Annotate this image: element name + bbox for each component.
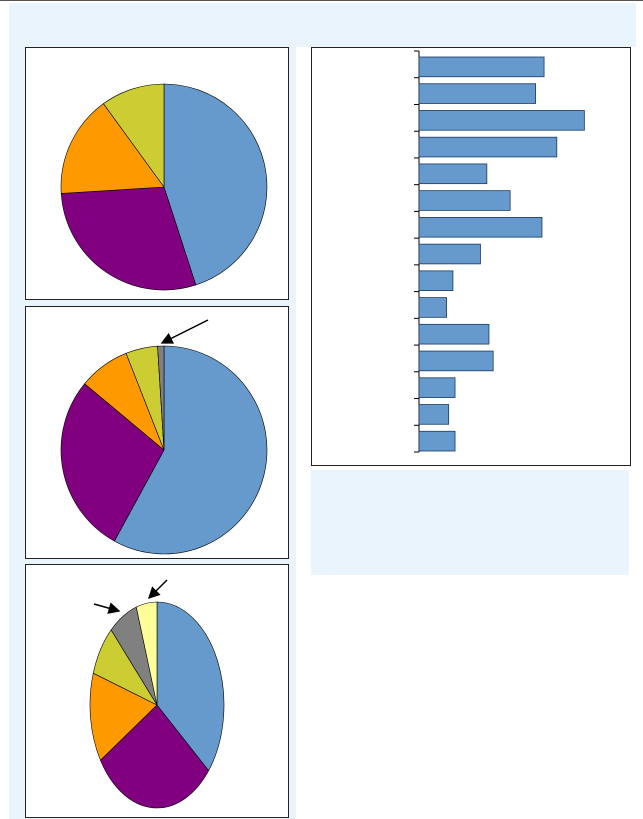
pie-slice bbox=[163, 83, 268, 286]
pie-slice bbox=[135, 601, 158, 706]
bar bbox=[418, 216, 543, 238]
bar bbox=[418, 270, 454, 292]
bar bbox=[418, 56, 545, 78]
pie-slice bbox=[100, 704, 209, 809]
bar bbox=[418, 350, 494, 372]
pie-slice bbox=[89, 672, 158, 761]
charts bbox=[60, 50, 585, 809]
bar bbox=[418, 163, 488, 185]
bar bbox=[418, 377, 456, 398]
bar bbox=[418, 110, 585, 131]
callout-arrow bbox=[147, 579, 168, 600]
pie-slice bbox=[103, 83, 165, 188]
bar bbox=[418, 136, 558, 158]
callout-arrow bbox=[160, 319, 209, 344]
pie-slice bbox=[60, 103, 165, 194]
note-box bbox=[311, 470, 629, 575]
bar bbox=[418, 404, 450, 425]
bar bbox=[418, 243, 481, 265]
pie-slice bbox=[113, 345, 268, 555]
pie-slice bbox=[60, 383, 165, 542]
pie-slice bbox=[60, 186, 197, 291]
pie-slice bbox=[156, 601, 225, 772]
callout-arrow bbox=[93, 602, 121, 614]
header-band bbox=[9, 3, 636, 47]
pie-slice bbox=[157, 345, 165, 451]
bar bbox=[418, 297, 447, 318]
bar bbox=[418, 83, 536, 104]
bar bbox=[418, 323, 490, 345]
bar bbox=[418, 190, 511, 211]
bar bbox=[418, 430, 456, 452]
